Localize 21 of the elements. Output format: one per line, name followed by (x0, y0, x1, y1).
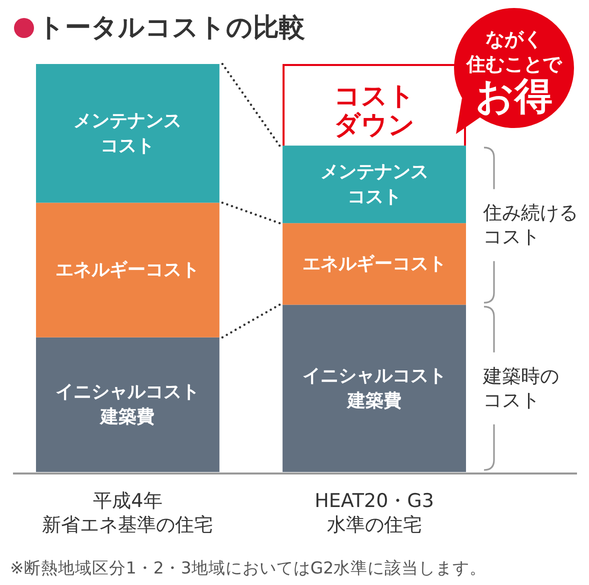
series-label: イニシャルコスト建築費 (302, 365, 446, 412)
annotation: 住み続けるコスト (482, 202, 578, 248)
chart-title: トータルコストの比較 (38, 13, 306, 43)
text: メンテナンスコスト (74, 110, 182, 156)
x-tick-label: HEAT20・G3水準の住宅 (314, 490, 434, 536)
bar (36, 337, 220, 472)
text: ※断熱地域区分1・2・3地域においてはG2水準に該当します。 (10, 558, 487, 578)
series-label: エネルギーコスト (302, 253, 446, 274)
text: イニシャルコスト建築費 (56, 382, 200, 428)
annotation: ながく住むことで (466, 28, 562, 76)
bar (282, 146, 466, 224)
text: エネルギーコスト (56, 260, 200, 281)
annotation: お得 (476, 74, 552, 118)
x-tick-label: 平成4年新省エネ基準の住宅 (42, 490, 214, 536)
bar (282, 304, 466, 472)
bar (36, 202, 220, 338)
bar (36, 64, 220, 203)
annotation: コストダウン (334, 81, 415, 140)
series-label: メンテナンスコスト (320, 161, 428, 208)
annotation: 建築時のコスト (482, 365, 559, 412)
bar (282, 223, 466, 305)
